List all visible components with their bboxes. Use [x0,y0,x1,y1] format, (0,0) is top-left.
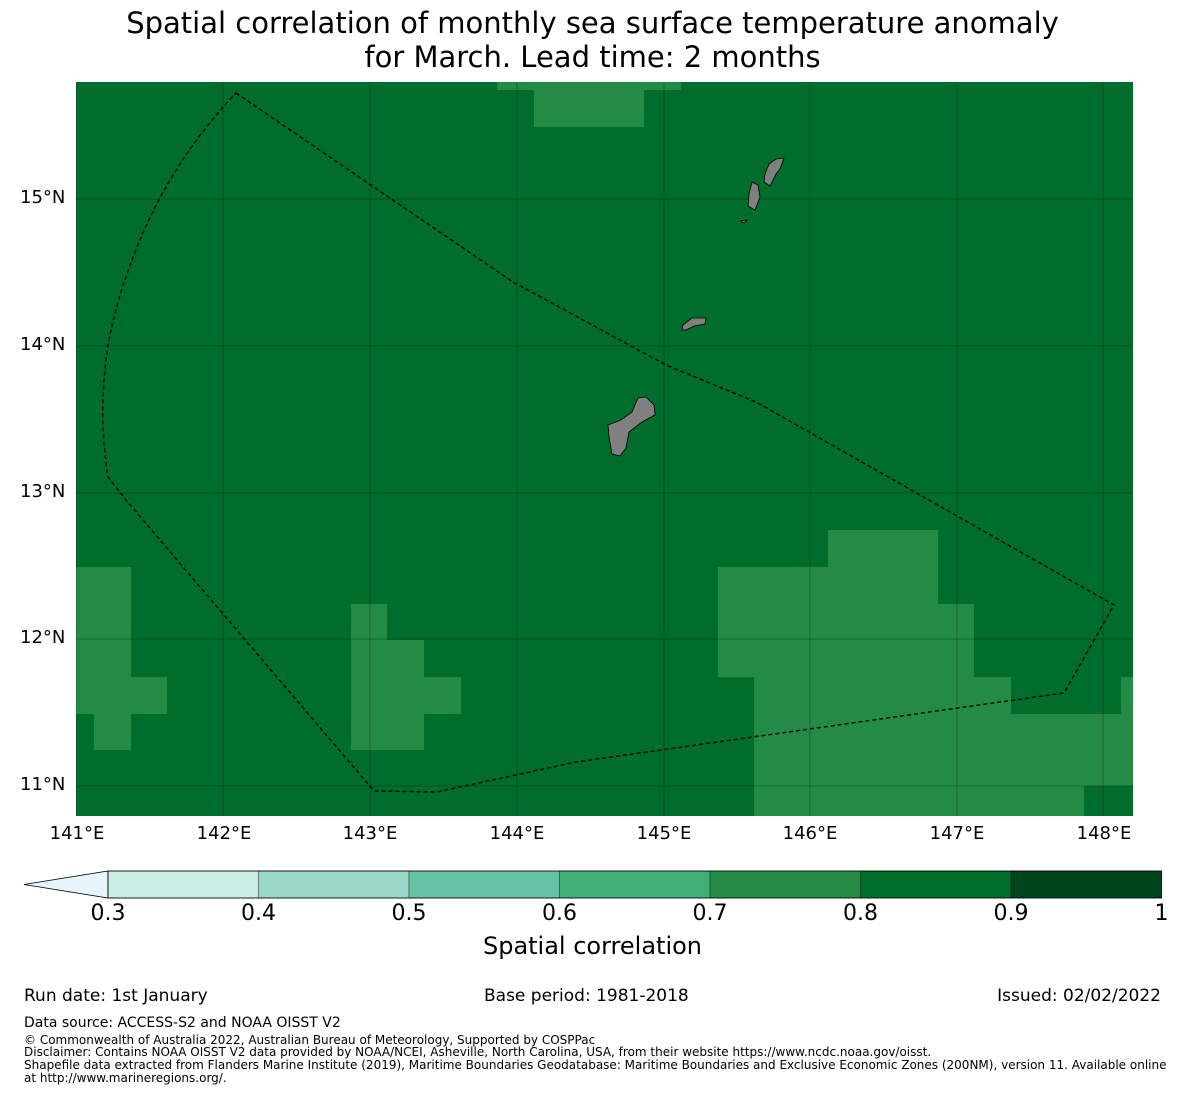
colorbar-tick-label: 1 [1154,901,1169,926]
colorbar-tick-label: 0.7 [692,901,728,926]
lon-label-148e: 148°E [1076,823,1132,844]
patch-top-north [497,82,681,127]
patch-central [351,604,461,750]
disclaimer: Disclaimer: Contains NOAA OISST V2 data … [24,1045,932,1059]
chart-title-line1: Spatial correlation of monthly sea surfa… [126,6,1059,40]
lon-label-146e: 146°E [782,823,838,844]
issued-date: Issued: 02/02/2022 [997,986,1161,1006]
colorbar-bin-1 [107,870,259,899]
colorbar-tick-label: 0.6 [542,901,577,926]
colorbar-tick-label: 0.8 [843,901,878,926]
map-gridlines [76,82,1133,816]
island-tinian [747,181,761,211]
colorbar-extension-low [23,870,109,899]
colorbar-tick-label: 0.9 [993,901,1029,926]
data-source: Data source: ACCESS-S2 and NOAA OISST V2 [24,1015,341,1031]
lon-label-143e: 143°E [342,823,398,844]
mid-correlation-cells [76,82,1133,816]
colorbar-frame [107,870,1162,899]
lat-label-13n: 13°N [20,481,66,502]
colorbar-bin-4 [559,870,711,899]
lat-label-15n: 15°N [20,187,66,208]
colorbar-bin-6 [860,870,1012,899]
lon-label-142e: 142°E [196,823,252,844]
colorbar-tick-label: 0.4 [241,901,276,926]
patch-west [76,567,167,750]
island-saipan [763,157,785,187]
map [76,82,1133,816]
lat-label-14n: 14°N [20,334,66,355]
shapefile-credit: Shapefile data extracted from Flanders M… [24,1058,1167,1085]
lon-label-145e: 145°E [636,823,692,844]
colorbar-tick-label: 0.5 [391,901,427,926]
lat-label-11n: 11°N [20,774,66,795]
lon-label-147e: 147°E [929,823,985,844]
islands [607,157,785,457]
colorbar [23,870,1162,899]
island-rota [681,317,707,331]
chart-title-line2: for March. Lead time: 2 months [364,40,821,74]
run-date: Run date: 1st January [24,986,208,1006]
colorbar-bin-5 [709,870,861,899]
base-period: Base period: 1981-2018 [484,986,689,1006]
lon-label-144e: 144°E [489,823,545,844]
lat-label-12n: 12°N [20,627,66,648]
colorbar-tick-label: 0.3 [90,901,126,926]
colorbar-bin-3 [408,870,560,899]
colorbar-bin-7 [1010,870,1162,899]
island-guam [607,396,656,457]
patch-southeast [718,530,1133,816]
eez-boundary [102,92,1115,793]
lon-label-141e: 141°E [49,823,105,844]
colorbar-bin-2 [258,870,410,899]
copyright: © Commonwealth of Australia 2022, Austra… [24,1033,596,1047]
island-aguijan [739,219,749,224]
colorbar-label: Spatial correlation [482,932,703,960]
